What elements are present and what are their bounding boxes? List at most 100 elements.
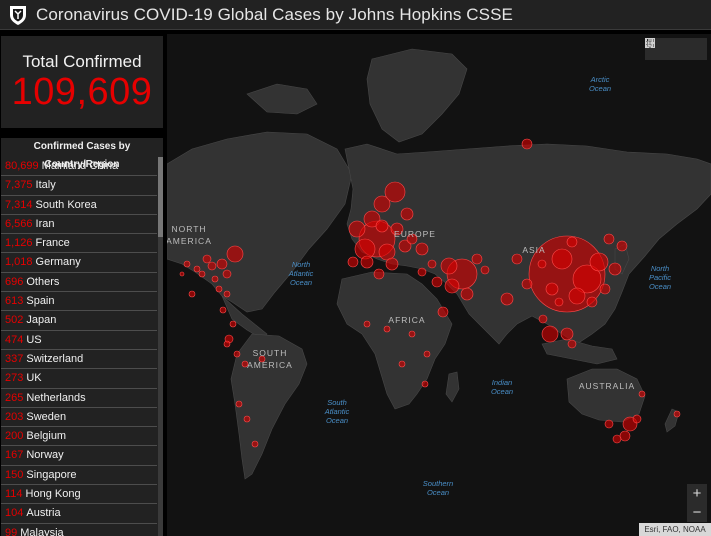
country-list[interactable]: 80,699 Mainland China 7,375 Italy 7,314 South… bbox=[1, 157, 157, 536]
case-bubble[interactable] bbox=[398, 360, 406, 368]
zoom-in-button[interactable]: + bbox=[692, 485, 702, 502]
case-bubble[interactable] bbox=[460, 287, 474, 301]
case-bubble[interactable] bbox=[471, 253, 483, 265]
case-bubble[interactable] bbox=[673, 410, 681, 418]
list-item[interactable]: 203 Sweden bbox=[1, 408, 157, 428]
list-item[interactable]: 502 Japan bbox=[1, 311, 157, 331]
list-item[interactable]: 7,375 Italy bbox=[1, 176, 157, 196]
case-bubble[interactable] bbox=[538, 314, 548, 324]
list-item[interactable]: 613 Spain bbox=[1, 292, 157, 312]
case-bubble[interactable] bbox=[179, 271, 185, 277]
case-bubble[interactable] bbox=[229, 320, 237, 328]
case-bubble[interactable] bbox=[373, 268, 385, 280]
case-bubble[interactable] bbox=[348, 220, 366, 238]
case-bubble[interactable] bbox=[521, 138, 533, 150]
case-bubble[interactable] bbox=[219, 306, 227, 314]
case-bubble[interactable] bbox=[408, 330, 416, 338]
case-bubble[interactable] bbox=[560, 327, 574, 341]
case-bubbles[interactable] bbox=[179, 138, 681, 448]
list-item[interactable]: 474 US bbox=[1, 331, 157, 350]
case-bubble[interactable] bbox=[638, 390, 646, 398]
case-bubble[interactable] bbox=[599, 283, 611, 295]
case-bubble[interactable] bbox=[616, 240, 628, 252]
case-bubble[interactable] bbox=[400, 207, 414, 221]
case-bubble[interactable] bbox=[545, 282, 559, 296]
case-bubble[interactable] bbox=[566, 236, 578, 248]
list-item[interactable]: 265 Netherlands bbox=[1, 389, 157, 408]
case-bubble[interactable] bbox=[183, 260, 191, 268]
case-bubble[interactable] bbox=[188, 290, 196, 298]
case-bubble[interactable] bbox=[554, 297, 564, 307]
case-bubble[interactable] bbox=[384, 181, 406, 203]
case-bubble[interactable] bbox=[243, 415, 251, 423]
case-bubble[interactable] bbox=[390, 222, 404, 236]
list-item[interactable]: 273 UK bbox=[1, 369, 157, 389]
country-list-scrollbar[interactable] bbox=[158, 157, 163, 536]
list-item[interactable]: 337 Switzerland bbox=[1, 350, 157, 370]
case-bubble[interactable] bbox=[551, 248, 573, 270]
case-bubble[interactable] bbox=[226, 245, 244, 263]
case-bubble[interactable] bbox=[383, 325, 391, 333]
case-bubble[interactable] bbox=[216, 258, 228, 270]
list-item[interactable]: 114 Hong Kong bbox=[1, 485, 157, 505]
case-bubble[interactable] bbox=[385, 257, 399, 271]
case-bubble[interactable] bbox=[222, 269, 232, 279]
case-bubble[interactable] bbox=[363, 320, 371, 328]
case-bubble[interactable] bbox=[444, 278, 460, 294]
case-bubble[interactable] bbox=[347, 256, 359, 268]
case-bubble[interactable] bbox=[586, 296, 598, 308]
case-bubble[interactable] bbox=[421, 380, 429, 388]
case-bubble[interactable] bbox=[193, 265, 201, 273]
map-canvas[interactable]: Arctic Ocean North Atlantic Ocean North Paci… bbox=[167, 34, 711, 536]
list-item[interactable]: 7,314 South Korea bbox=[1, 196, 157, 215]
case-bubble[interactable] bbox=[619, 430, 631, 442]
case-bubble[interactable] bbox=[211, 275, 219, 283]
case-bubble[interactable] bbox=[440, 257, 458, 275]
list-item[interactable]: 1,126 France bbox=[1, 234, 157, 254]
zoom-out-button[interactable]: − bbox=[692, 504, 702, 521]
case-bubble[interactable] bbox=[363, 210, 381, 228]
list-item[interactable]: 80,699 Mainland China bbox=[1, 157, 157, 177]
case-bubble[interactable] bbox=[511, 253, 523, 265]
case-bubble[interactable] bbox=[423, 350, 431, 358]
case-bubble[interactable] bbox=[568, 287, 586, 305]
case-bubble[interactable] bbox=[415, 242, 429, 256]
case-bubble[interactable] bbox=[589, 252, 609, 272]
case-bubble[interactable] bbox=[541, 325, 559, 343]
case-bubble[interactable] bbox=[202, 254, 212, 264]
case-bubble[interactable] bbox=[235, 400, 243, 408]
case-bubble[interactable] bbox=[223, 290, 231, 298]
list-item[interactable]: 99 Malaysia bbox=[1, 524, 157, 536]
case-bubble[interactable] bbox=[223, 340, 231, 348]
case-bubble[interactable] bbox=[480, 265, 490, 275]
case-bubble[interactable] bbox=[251, 440, 259, 448]
map-attribution[interactable]: Esri, FAO, NOAA bbox=[639, 523, 711, 536]
case-bubble[interactable] bbox=[500, 292, 514, 306]
case-bubble[interactable] bbox=[378, 243, 396, 261]
case-bubble[interactable] bbox=[632, 414, 642, 424]
list-item[interactable]: 1,018 Germany bbox=[1, 253, 157, 273]
list-item[interactable]: 696 Others bbox=[1, 273, 157, 293]
case-bubble[interactable] bbox=[603, 233, 615, 245]
case-bubble[interactable] bbox=[431, 276, 443, 288]
case-bubble[interactable] bbox=[375, 219, 389, 233]
case-bubble[interactable] bbox=[417, 267, 427, 277]
world-map[interactable]: Arctic Ocean North Atlantic Ocean North Paci… bbox=[167, 34, 711, 536]
case-bubble[interactable] bbox=[521, 278, 533, 290]
case-bubble[interactable] bbox=[198, 270, 206, 278]
case-bubble[interactable] bbox=[207, 261, 217, 271]
case-bubble[interactable] bbox=[567, 339, 577, 349]
case-bubble[interactable] bbox=[233, 350, 241, 358]
scrollbar-thumb[interactable] bbox=[158, 157, 163, 237]
case-bubble[interactable] bbox=[437, 306, 449, 318]
list-item[interactable]: 6,566 Iran bbox=[1, 215, 157, 235]
case-bubble[interactable] bbox=[373, 195, 391, 213]
case-bubble[interactable] bbox=[612, 434, 622, 444]
list-item[interactable]: 150 Singapore bbox=[1, 466, 157, 486]
list-item[interactable]: 200 Belgium bbox=[1, 427, 157, 447]
case-bubble[interactable] bbox=[215, 285, 223, 293]
case-bubble[interactable] bbox=[241, 360, 249, 368]
case-bubble[interactable] bbox=[537, 259, 547, 269]
case-bubble[interactable] bbox=[258, 355, 266, 363]
list-item[interactable]: 167 Norway bbox=[1, 446, 157, 466]
